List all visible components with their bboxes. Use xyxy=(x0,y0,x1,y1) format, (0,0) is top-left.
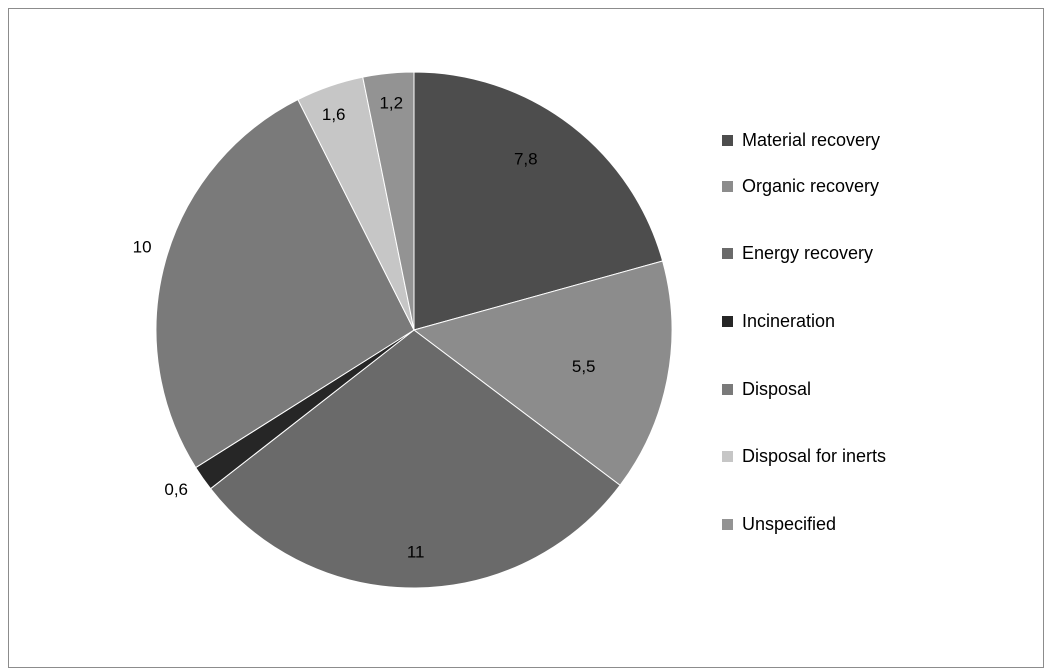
legend-label: Disposal xyxy=(742,379,812,399)
data-label-unspecified: 1,2 xyxy=(379,94,403,113)
pie-slice-organic-recovery xyxy=(412,260,673,486)
data-label-disposal: 10 xyxy=(133,238,152,257)
legend-label: Energy recovery xyxy=(742,243,874,263)
pie-slice-unspecified xyxy=(362,71,415,331)
legend-swatch xyxy=(722,135,733,146)
legend-label: Organic recovery xyxy=(742,176,880,196)
legend-swatch xyxy=(722,519,733,530)
legend-swatch xyxy=(722,181,733,192)
legend-label: Material recovery xyxy=(742,130,881,150)
legend-label: Incineration xyxy=(742,311,836,331)
data-label-energy-recovery: 11 xyxy=(407,543,425,562)
legend-swatch xyxy=(722,384,733,395)
legend-swatch xyxy=(722,451,733,462)
pie-slice-material-recovery xyxy=(413,71,664,331)
data-label-incineration: 0,6 xyxy=(164,480,188,499)
pie-slice-energy-recovery xyxy=(209,329,621,589)
data-label-disposal-for-inerts: 1,6 xyxy=(322,105,346,124)
legend-swatch xyxy=(722,248,733,259)
legend-label: Disposal for inerts xyxy=(742,446,887,466)
pie-slice-disposal xyxy=(155,98,415,469)
data-label-organic-recovery: 5,5 xyxy=(572,357,596,376)
legend-label: Unspecified xyxy=(742,514,837,534)
legend-swatch xyxy=(722,316,733,327)
data-label-material-recovery: 7,8 xyxy=(514,149,538,168)
pie-chart: 7,8 5,5 11 0,6 10 1,6 1,2 xyxy=(133,71,673,589)
